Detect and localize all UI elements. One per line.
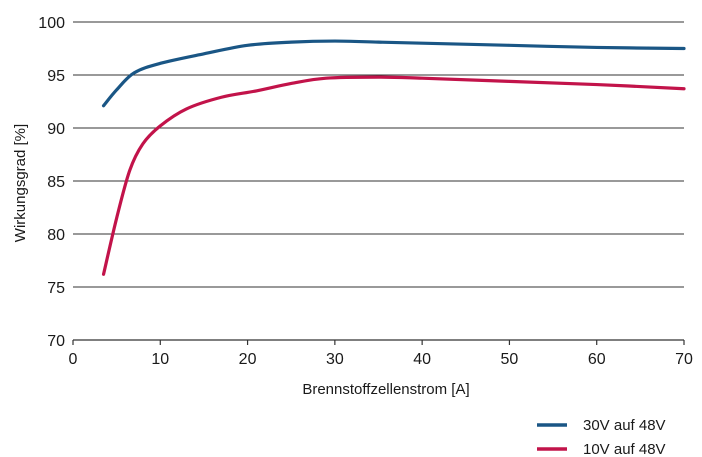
x-tick-label: 30 <box>326 351 344 368</box>
y-tick-label: 100 <box>38 15 65 32</box>
series-line-2 <box>101 75 686 276</box>
x-tick-label: 10 <box>151 351 169 368</box>
x-tick-label: 70 <box>675 351 693 368</box>
y-tick-label: 80 <box>47 227 65 244</box>
y-axis-label: Wirkungsgrad [%] <box>12 124 29 242</box>
y-tick-label: 95 <box>47 68 65 85</box>
y-tick-labels: 70 75 80 85 90 95 100 <box>38 15 65 350</box>
x-tick-label: 40 <box>413 351 431 368</box>
x-tick-label: 0 <box>69 351 78 368</box>
y-tick-label: 85 <box>47 174 65 191</box>
x-tick-label: 60 <box>588 351 606 368</box>
legend: 30V auf 48V 10V auf 48V <box>537 417 666 457</box>
y-tick-label: 75 <box>47 280 65 297</box>
x-tick-label: 50 <box>501 351 519 368</box>
legend-label: 10V auf 48V <box>583 441 666 457</box>
series-line-1 <box>101 39 686 108</box>
x-tick-label: 20 <box>239 351 257 368</box>
y-tick-label: 70 <box>47 333 65 350</box>
x-tick-labels: 0 10 20 30 40 50 60 70 <box>69 351 693 368</box>
x-axis-label: Brennstoffzellenstrom [A] <box>302 381 469 398</box>
y-tick-label: 90 <box>47 121 65 138</box>
series-lines <box>101 39 686 276</box>
grid <box>73 21 684 288</box>
axes <box>72 339 685 345</box>
legend-label: 30V auf 48V <box>583 417 666 434</box>
